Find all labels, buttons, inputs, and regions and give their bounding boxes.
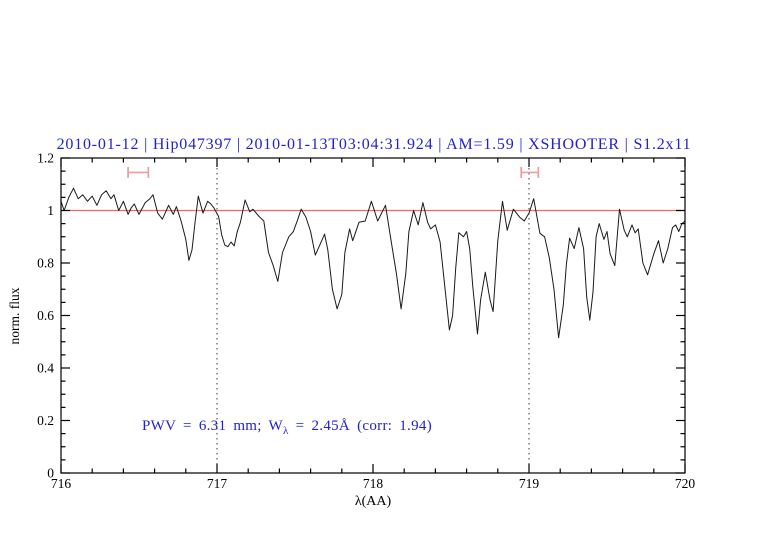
- y-tick-label: 0.6: [37, 308, 54, 323]
- x-tick-label: 717: [207, 476, 228, 491]
- y-tick-label: 0.2: [37, 413, 54, 428]
- x-tick-label: 719: [519, 476, 540, 491]
- y-tick-label: 0.4: [37, 361, 54, 376]
- y-axis-label: norm. flux: [7, 287, 22, 344]
- x-tick-label: 720: [675, 476, 696, 491]
- spectrum-series: [60, 187, 686, 339]
- interval-marker: [520, 166, 540, 178]
- interval-marker: [127, 166, 150, 178]
- plot-title: 2010-01-12 | Hip047397 | 2010-01-13T03:0…: [57, 136, 692, 153]
- annotation-part1: PWV = 6.31 mm; W: [142, 418, 284, 434]
- x-tick-label: 718: [363, 476, 384, 491]
- x-tick-label: 716: [51, 476, 72, 491]
- y-tick-label: 1: [47, 203, 54, 218]
- y-tick-label: 0: [47, 466, 54, 481]
- y-tick-label: 0.8: [37, 256, 54, 271]
- spectrum-line: [60, 187, 686, 339]
- y-tick-label: 1.2: [37, 151, 54, 166]
- axis-tick-labels: 716 717 718 719 720 0 0.2 0.4 0.6 0.8 1 1.2: [37, 151, 695, 492]
- axis-ticks: [60, 157, 686, 474]
- interval-markers: [127, 166, 540, 178]
- annotation-lambda-subscript: λ: [283, 425, 289, 437]
- pwv-annotation: PWV = 6.31 mm; Wλ = 2.45Å (corr: 1.94): [142, 418, 432, 437]
- x-axis-label: λ(AA): [355, 494, 392, 509]
- annotation-part2: = 2.45Å (corr: 1.94): [289, 418, 432, 434]
